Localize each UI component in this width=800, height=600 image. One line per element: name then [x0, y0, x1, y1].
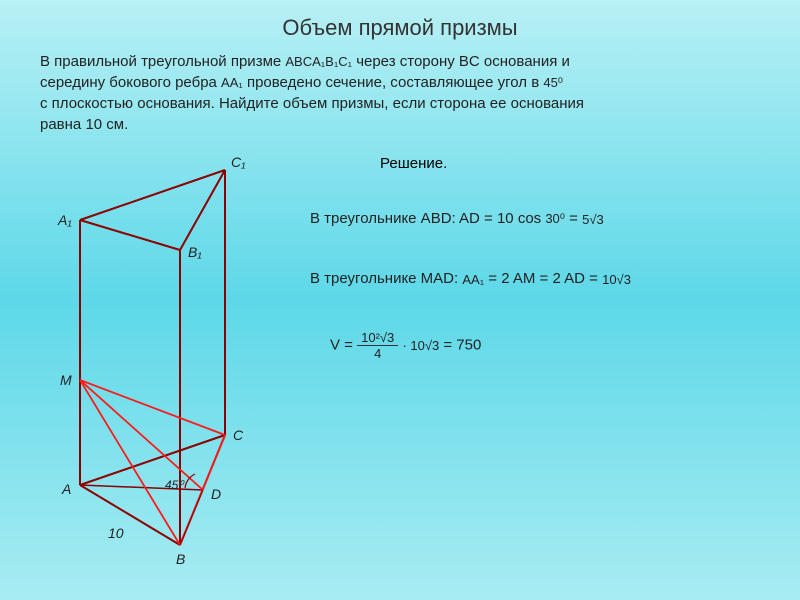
step3-eq: = 750 — [443, 336, 481, 353]
step1-a: В треугольнике ABD: AD = 10 cos — [310, 210, 545, 227]
solution-label: Решение. — [380, 155, 447, 172]
vertex-B: B — [176, 551, 185, 567]
step3-den: 4 — [357, 346, 398, 361]
prism-svg — [40, 155, 300, 575]
vertex-C1: C₁ — [231, 154, 246, 170]
vertex-B1: B₁ — [188, 244, 202, 260]
problem-l3: с плоскостью основания. Найдите объем пр… — [40, 95, 584, 112]
vertex-A1: A₁ — [58, 212, 72, 228]
problem-l2a: середину бокового ребра — [40, 74, 221, 91]
step2-a: В треугольнике MAD: — [310, 270, 462, 287]
vertex-C: C — [233, 427, 243, 443]
step2-b: = 2 AM = 2 AD = — [488, 270, 602, 287]
solution-step-3: V = 10²√3 4 · 10√3 = 750 — [330, 330, 481, 361]
step1-eq: = — [569, 210, 582, 227]
base-length-label: 10 — [108, 525, 124, 541]
angle-label: 45⁰ — [165, 478, 183, 492]
problem-l1b: через сторону BC основания и — [356, 53, 570, 70]
prism-label: ABCA₁B₁C₁ — [285, 53, 352, 71]
step3-fraction: 10²√3 4 — [357, 330, 398, 361]
problem-l4: равна 10 см. — [40, 116, 128, 133]
solution-step-2: В треугольнике MAD: AA₁ = 2 AM = 2 AD = … — [310, 270, 631, 287]
step3-mid: · 10√3 — [402, 338, 439, 353]
step1-angle: 30⁰ — [545, 211, 565, 227]
vertex-M: M — [60, 372, 72, 388]
step1-res: 5√3 — [582, 212, 604, 227]
page-title: Объем прямой призмы — [0, 0, 800, 41]
step3-a: V = — [330, 336, 357, 353]
edge-label: AA₁ — [221, 74, 243, 92]
problem-l1a: В правильной треугольной призме — [40, 53, 285, 70]
step2-var: AA₁ — [462, 272, 484, 287]
step2-res: 10√3 — [602, 272, 631, 287]
prism-diagram: A₁ C₁ B₁ A B C D M 10 45⁰ — [40, 155, 300, 575]
vertex-A: A — [62, 481, 71, 497]
problem-text: В правильной треугольной призме ABCA₁B₁C… — [0, 41, 800, 135]
step3-num: 10²√3 — [357, 330, 398, 346]
problem-l2b: проведено сечение, составляющее угол в — [247, 74, 543, 91]
vertex-D: D — [211, 486, 221, 502]
angle-45: 45⁰ — [543, 74, 563, 92]
solution-step-1: В треугольнике ABD: AD = 10 cos 30⁰ = 5√… — [310, 210, 604, 227]
